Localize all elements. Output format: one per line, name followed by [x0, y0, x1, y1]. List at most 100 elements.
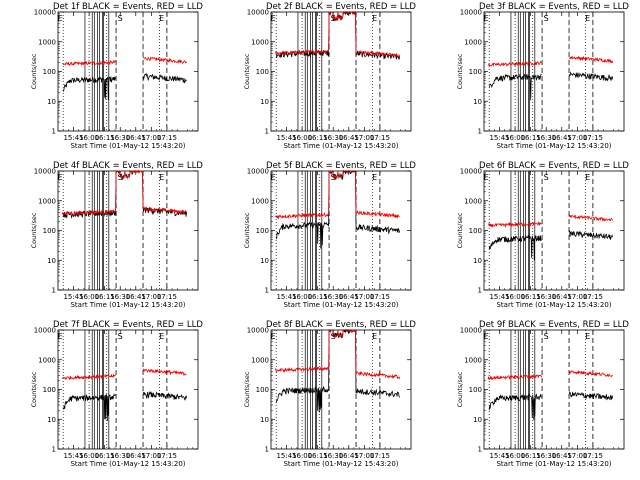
panel-6: Det 6f BLACK = Events, RED = LLD 1 10 100 10… — [456, 161, 629, 309]
x-tick-label: 16:15 — [95, 134, 115, 142]
x-tick-label: 17:15 — [370, 293, 390, 301]
y-tick-label: 1000 — [464, 38, 482, 46]
timeline-marker: E — [585, 14, 590, 23]
y-tick-label: 1 — [52, 287, 56, 295]
lld-series-line — [61, 169, 187, 217]
y-tick-label: 1000 — [38, 356, 56, 364]
panel-title: Det 4f BLACK = Events, RED = LLD — [53, 161, 203, 171]
y-tick-label: 10 — [260, 98, 269, 106]
x-tick-label: 16:30 — [323, 134, 343, 142]
x-tick-label: 16:30 — [110, 452, 130, 460]
y-tick-label: 1 — [478, 128, 482, 136]
timeline-marker: E — [271, 14, 276, 23]
x-tick-label: 17:15 — [157, 452, 177, 460]
lld-series-line — [488, 214, 613, 228]
y-tick-label: 100 — [469, 68, 482, 76]
y-axis-label: Counts/sec — [456, 53, 464, 89]
x-tick-label: 17:00 — [354, 293, 374, 301]
x-tick-label: 17:00 — [141, 293, 161, 301]
x-tick-label: 16:30 — [536, 452, 556, 460]
x-tick-label: 16:45 — [126, 452, 146, 460]
x-tick-label: 16:15 — [308, 293, 328, 301]
timeline-marker: E — [585, 173, 590, 182]
x-tick-label: 16:30 — [110, 293, 130, 301]
y-tick-label: 10000 — [460, 9, 482, 17]
timeline-marker: E — [271, 173, 276, 182]
y-axis-label: Counts/sec — [243, 212, 251, 248]
y-tick-label: 1000 — [464, 197, 482, 205]
x-axis-label: Start Time (01-May-12 15:43:20) — [70, 142, 185, 150]
lld-series-line — [61, 56, 187, 67]
y-tick-label: 1000 — [251, 356, 269, 364]
x-axis-label: Start Time (01-May-12 15:43:20) — [496, 142, 611, 150]
panel-5: Det 5f BLACK = Events, RED = LLD 1 10 100 10… — [243, 161, 416, 309]
x-tick-label: 16:45 — [552, 134, 572, 142]
x-tick-label: 16:45 — [339, 452, 359, 460]
y-tick-label: 1 — [265, 446, 269, 454]
x-tick-label: 16:30 — [536, 293, 556, 301]
x-tick-label: 17:15 — [370, 134, 390, 142]
timeline-marker: E — [585, 332, 590, 341]
x-tick-label: 15:45 — [489, 293, 509, 301]
x-tick-label: 17:15 — [370, 452, 390, 460]
y-tick-label: 10000 — [460, 168, 482, 176]
panel-title: Det 1f BLACK = Events, RED = LLD — [53, 2, 203, 12]
x-tick-label: 15:45 — [489, 134, 509, 142]
timeline-marker: E — [58, 173, 63, 182]
timeline-marker: S — [544, 332, 549, 341]
x-tick-label: 15:45 — [63, 452, 83, 460]
x-tick-label: 16:45 — [126, 134, 146, 142]
x-tick-label: 17:00 — [141, 134, 161, 142]
x-tick-label: 16:00 — [292, 293, 312, 301]
timeline-marker: S — [118, 332, 123, 341]
y-tick-label: 100 — [256, 386, 269, 394]
x-axis-label: Start Time (01-May-12 15:43:20) — [70, 301, 185, 309]
timeline-marker: E — [159, 173, 164, 182]
y-axis-label: Counts/sec — [243, 371, 251, 407]
x-tick-label: 16:00 — [292, 134, 312, 142]
lld-series-line — [61, 368, 187, 380]
panel-3: Det 3f BLACK = Events, RED = LLD 1 10 100 10… — [456, 2, 629, 150]
panel-8: Det 8f BLACK = Events, RED = LLD 1 10 100 10… — [243, 320, 416, 468]
y-axis-label: Counts/sec — [243, 53, 251, 89]
plot-frame — [57, 11, 199, 132]
timeline-marker: E — [58, 14, 63, 23]
y-tick-label: 10000 — [460, 327, 482, 335]
x-tick-label: 17:15 — [157, 134, 177, 142]
y-axis-label: Counts/sec — [30, 212, 38, 248]
x-tick-label: 16:00 — [292, 452, 312, 460]
y-tick-label: 100 — [43, 386, 56, 394]
y-tick-label: 10 — [473, 416, 482, 424]
panel-title: Det 2f BLACK = Events, RED = LLD — [266, 2, 416, 12]
y-tick-label: 10000 — [247, 168, 269, 176]
y-tick-label: 100 — [469, 227, 482, 235]
x-tick-label: 15:45 — [63, 134, 83, 142]
panel-1: Det 1f BLACK = Events, RED = LLD 1 10 100 10… — [30, 2, 203, 150]
events-series-line — [488, 391, 613, 420]
y-axis-label: Counts/sec — [456, 212, 464, 248]
timeline-marker: E — [372, 332, 377, 341]
timeline-marker: E — [484, 14, 489, 23]
y-tick-label: 1 — [52, 128, 56, 136]
panel-title: Det 3f BLACK = Events, RED = LLD — [479, 2, 629, 12]
x-axis-label: Start Time (01-May-12 15:43:20) — [283, 301, 398, 309]
lld-series-line — [275, 10, 400, 58]
y-tick-label: 10 — [47, 416, 56, 424]
timeline-marker: E — [484, 173, 489, 182]
x-tick-label: 17:00 — [567, 293, 587, 301]
y-tick-label: 10000 — [34, 9, 56, 17]
x-tick-label: 17:00 — [354, 452, 374, 460]
x-tick-label: 16:30 — [323, 452, 343, 460]
timeline-marker: S — [544, 14, 549, 23]
y-tick-label: 1000 — [251, 38, 269, 46]
x-tick-label: 16:00 — [505, 452, 525, 460]
x-tick-label: 16:30 — [323, 293, 343, 301]
x-tick-label: 17:15 — [583, 293, 603, 301]
timeline-marker: E — [58, 332, 63, 341]
panel-9: Det 9f BLACK = Events, RED = LLD 1 10 100 10… — [456, 320, 629, 468]
timeline-marker: E — [271, 332, 276, 341]
x-axis-label: Start Time (01-May-12 15:43:20) — [283, 460, 398, 468]
events-series-line — [62, 72, 187, 100]
y-tick-label: 1 — [265, 128, 269, 136]
timeline-marker: E — [159, 332, 164, 341]
